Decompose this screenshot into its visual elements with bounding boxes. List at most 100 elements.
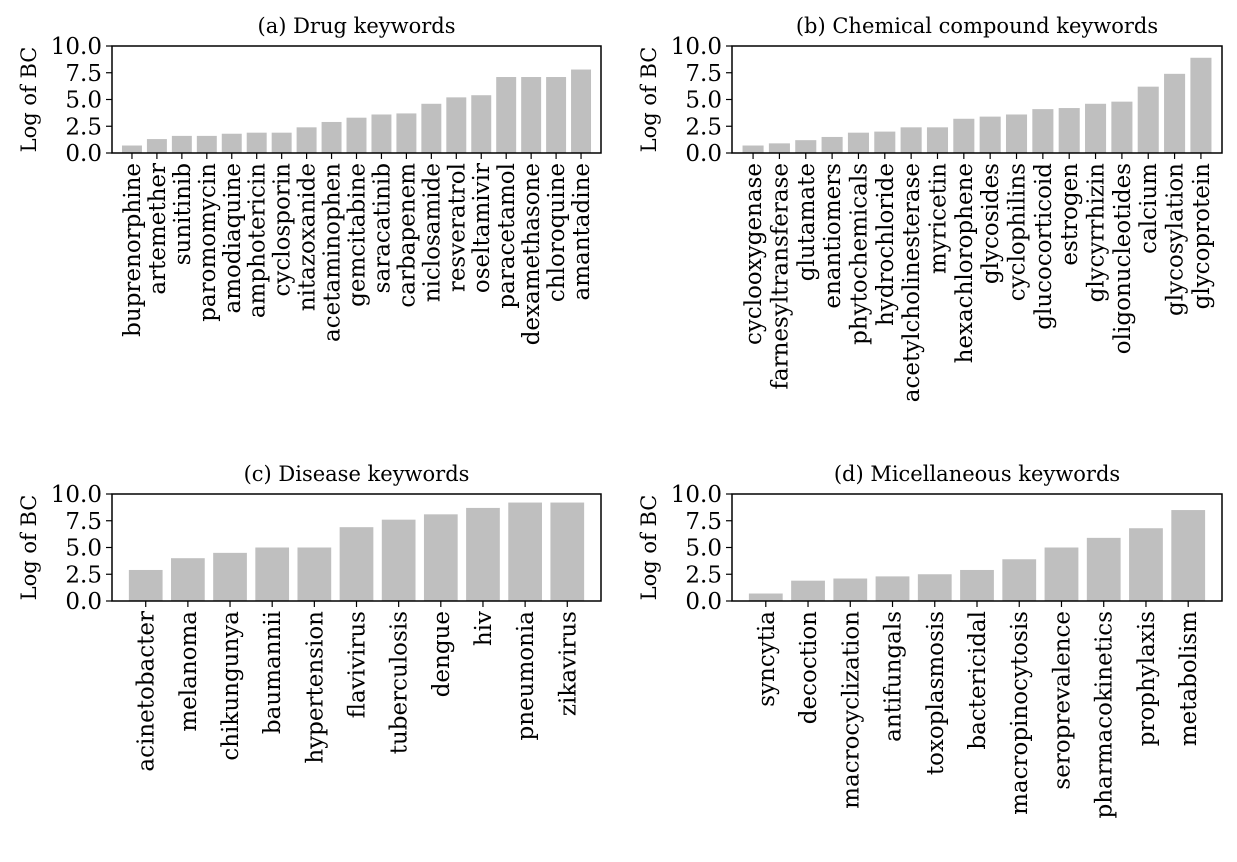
y-axis-label: Log of BC [637, 47, 661, 153]
x-tick-label: prophylaxis [1134, 611, 1160, 746]
chart-title: (d) Micellaneous keywords [834, 462, 1120, 486]
x-tick-label: melanoma [176, 611, 202, 732]
y-axis-label: Log of BC [17, 495, 41, 601]
y-tick-label: 10.0 [671, 34, 722, 60]
bar [466, 507, 500, 601]
plot-frame [111, 493, 602, 602]
x-tick-label: bactericidal [965, 611, 991, 750]
x-tick-label: glucocorticoid [1031, 163, 1057, 330]
x-tick-label: acetaminophen [320, 163, 346, 342]
chart-title: (a) Drug keywords [258, 14, 456, 38]
x-tick-label: amantadine [569, 163, 595, 301]
x-tick-label: saracatinib [369, 163, 395, 293]
x-tick-label: amodiaquine [220, 163, 246, 313]
x-tick-label: paracetamol [494, 163, 520, 309]
y-tick-label: 5.0 [65, 88, 102, 114]
bar [1137, 86, 1159, 153]
x-tick-label: cyclophilins [1005, 163, 1031, 301]
bar [213, 552, 247, 601]
chart-panel: (c) Disease keywords Log of BC 0.02.55.07.… [17, 462, 602, 772]
y-tick-label: 7.5 [685, 509, 722, 535]
bar [550, 502, 585, 601]
y-tick-label: 10.0 [671, 482, 722, 508]
bar [768, 143, 790, 153]
bar [121, 145, 142, 153]
bar [271, 132, 292, 153]
x-tick-label: metabolism [1176, 611, 1202, 746]
x-tick-label: carbapenem [394, 163, 420, 308]
x-tick-label: decoction [796, 611, 822, 724]
bar [346, 117, 367, 153]
x-tick-label: glycosides [978, 163, 1004, 284]
x-tick-label: tuberculosis [387, 611, 413, 754]
x-tick-label: hydrochloride [873, 163, 899, 326]
bar [1164, 73, 1186, 153]
x-tick-label: cyclosporin [270, 163, 296, 297]
bar [791, 580, 825, 601]
bar [255, 547, 290, 601]
x-tick-label: acinetobacter [134, 611, 160, 772]
bar [297, 547, 332, 601]
bar [1002, 559, 1037, 601]
chart-title: (b) Chemical compound keywords [796, 14, 1158, 38]
x-tick-label: oligonucleotides [1110, 163, 1136, 354]
y-tick-label: 7.5 [685, 61, 722, 87]
y-tick-label: 2.5 [685, 562, 722, 588]
x-tick-label: artemether [145, 163, 171, 295]
y-tick-label: 7.5 [65, 509, 102, 535]
y-tick-label: 10.0 [51, 34, 102, 60]
x-tick-label: macrocyclization [838, 611, 864, 809]
x-tick-label: syncytia [754, 611, 780, 707]
bar [960, 569, 994, 601]
x-tick-label: glycoprotein [1189, 163, 1215, 310]
bar [1044, 547, 1079, 601]
x-tick-label: enantiomers [820, 163, 846, 309]
y-tick-label: 2.5 [65, 114, 102, 140]
bar [571, 69, 592, 153]
x-tick-label: pharmacokinetics [1092, 611, 1118, 819]
x-tick-label: dengue [429, 611, 455, 697]
x-tick-label: acetylcholinesterase [899, 163, 925, 402]
x-tick-label: hiv [471, 611, 497, 646]
bar [742, 145, 764, 153]
bar [926, 127, 949, 153]
x-tick-label: farnesyltransferase [767, 163, 793, 390]
x-tick-label: hypertension [302, 611, 328, 764]
bar [748, 593, 783, 601]
y-tick-label: 7.5 [65, 61, 102, 87]
bar [371, 114, 392, 153]
bar [917, 574, 952, 601]
y-tick-label: 10.0 [51, 482, 102, 508]
bar [423, 514, 458, 601]
bar [446, 97, 467, 153]
y-tick-label: 2.5 [685, 114, 722, 140]
bar [321, 121, 342, 153]
bar [1086, 537, 1121, 601]
plot-frame [111, 45, 602, 154]
bar [1129, 528, 1163, 601]
chart-panel: (b) Chemical compound keywords Log of BC 0… [637, 14, 1223, 402]
chart-panel: (a) Drug keywords Log of BC 0.02.55.07.510… [17, 14, 602, 345]
x-tick-label: nitazoxanide [295, 163, 321, 311]
y-axis-label: Log of BC [17, 47, 41, 153]
bar [900, 127, 922, 153]
x-tick-label: dexamethasone [519, 163, 545, 345]
bar [1190, 57, 1212, 153]
bar [1085, 103, 1107, 153]
bar [1111, 101, 1133, 153]
x-tick-label: myricetin [925, 163, 951, 274]
bar [953, 118, 975, 153]
y-tick-label: 0.0 [685, 589, 722, 615]
x-tick-label: toxoplasmosis [923, 611, 949, 775]
bar [171, 135, 192, 153]
bar [296, 127, 317, 153]
y-axis-label: Log of BC [637, 495, 661, 601]
x-tick-label: resveratrol [444, 163, 470, 292]
plot-frame [731, 45, 1223, 154]
bar [396, 113, 417, 153]
x-tick-label: paromomycin [195, 163, 221, 322]
chart-panel: (d) Micellaneous keywords Log of BC 0.02.5… [637, 462, 1223, 819]
chart-title: (c) Disease keywords [244, 462, 470, 486]
x-tick-label: chloroquine [544, 163, 570, 302]
